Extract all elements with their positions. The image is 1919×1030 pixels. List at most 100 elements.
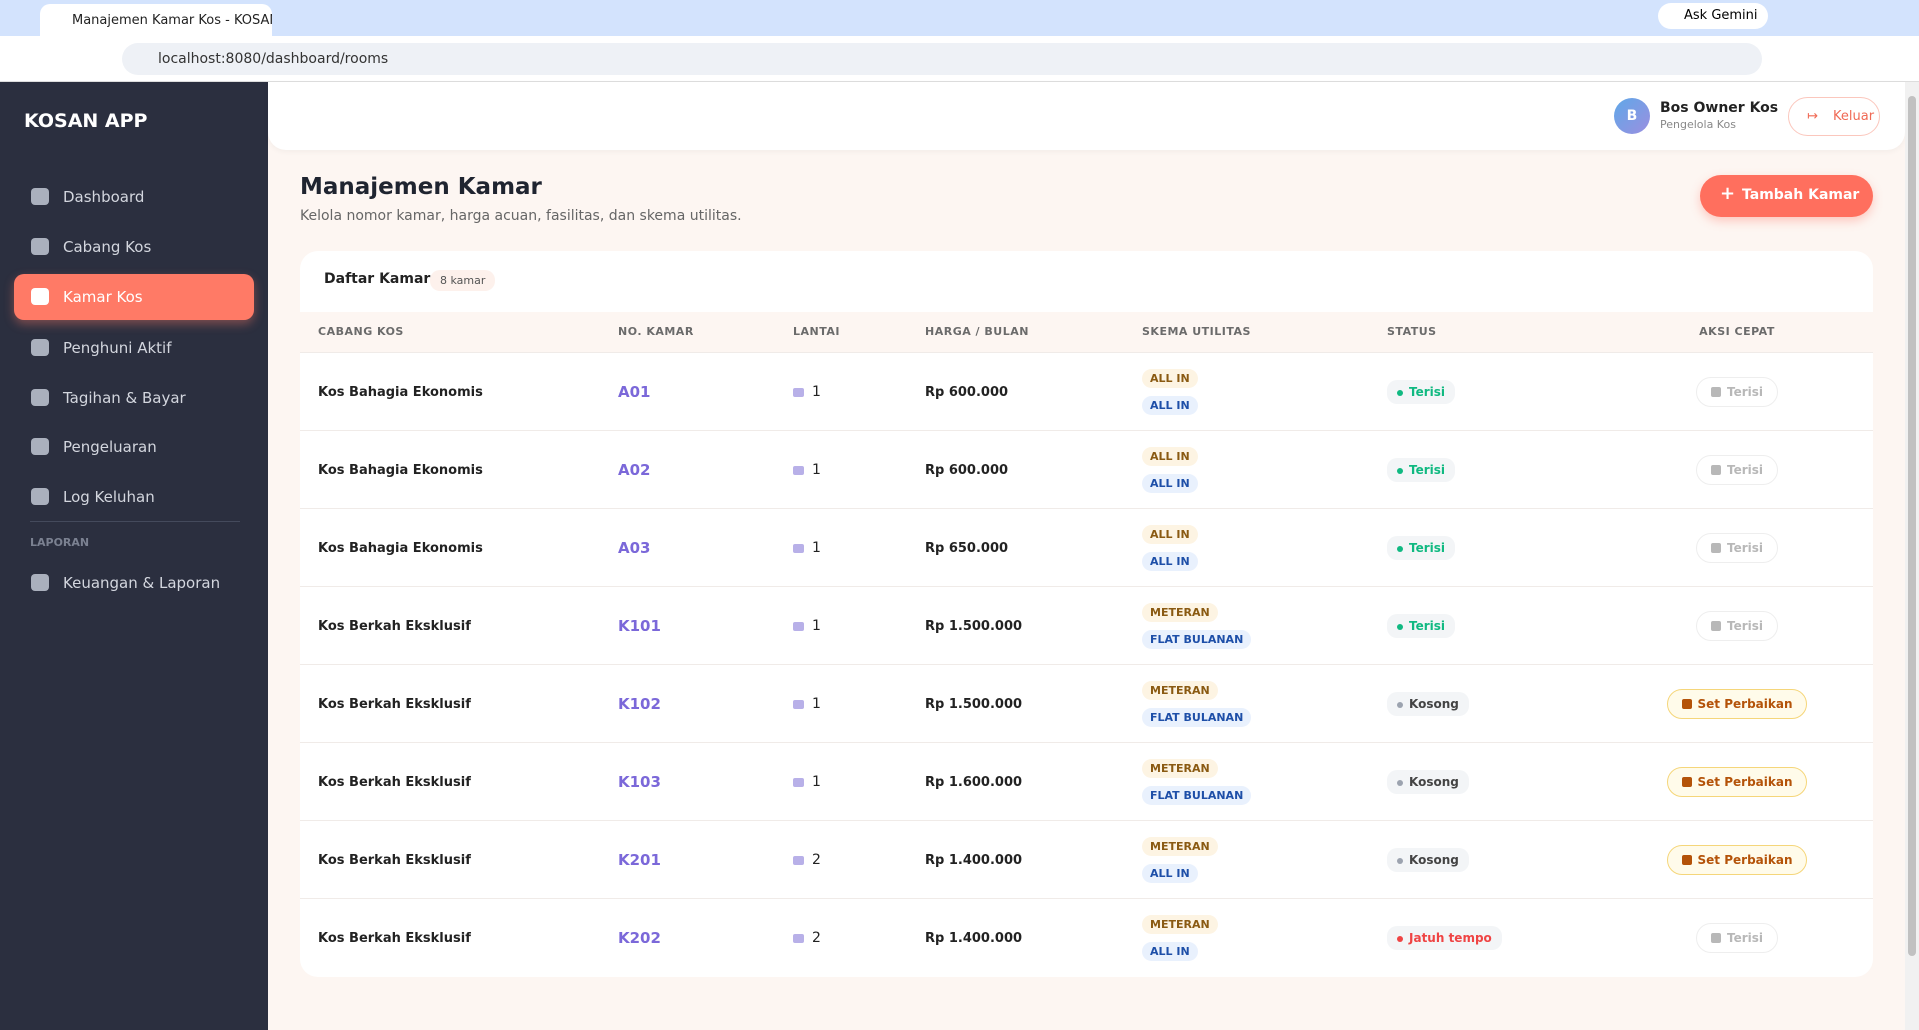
column-header: CABANG KOS <box>318 325 404 338</box>
action-icon <box>1681 777 1692 787</box>
branch-name: Kos Berkah Eksklusif <box>318 618 471 634</box>
cell: 1 <box>793 665 925 743</box>
section-label: LAPORAN <box>30 536 90 549</box>
status-dot <box>1397 623 1403 630</box>
add-room-button[interactable]: + Tambah Kamar <box>1700 175 1873 217</box>
nav-label: Cabang Kos <box>63 238 152 256</box>
cell: Kosong <box>1387 665 1601 743</box>
status-label: Terisi <box>1409 463 1446 477</box>
cell: K101 <box>618 587 793 665</box>
logout-button[interactable]: ↦ Keluar <box>1788 97 1880 136</box>
action-icon <box>1710 933 1721 943</box>
action-button: Terisi <box>1695 377 1779 407</box>
nav-item[interactable]: Kamar Kos <box>14 274 254 320</box>
nav-icon <box>31 339 49 356</box>
action-icon <box>1710 387 1721 397</box>
cell: Kos Berkah Eksklusif <box>318 587 618 665</box>
room-number: A01 <box>618 383 651 401</box>
cell: 2 <box>793 821 925 899</box>
cell: Terisi <box>1387 431 1601 509</box>
electric-scheme: METERAN <box>1142 681 1218 700</box>
cell: 1 <box>793 431 925 509</box>
action-label: Terisi <box>1726 619 1764 633</box>
cell: Terisi <box>1387 353 1601 431</box>
nav-item[interactable]: Cabang Kos <box>14 224 254 270</box>
cell: 1 <box>793 743 925 821</box>
status-badge: Kosong <box>1387 770 1469 794</box>
floor-icon <box>793 387 804 397</box>
status-dot <box>1397 779 1403 786</box>
nav-icon <box>31 238 49 255</box>
room-number: K102 <box>618 695 661 713</box>
action-button: Terisi <box>1695 455 1779 485</box>
branch-name: Kos Berkah Eksklusif <box>318 774 471 790</box>
tab-bar <box>0 0 1919 36</box>
table-row: Kos Bahagia Ekonomis A01 1 Rp 600.000 ALL IN… <box>300 352 1873 430</box>
action-label: Terisi <box>1726 541 1764 555</box>
cell: Kos Berkah Eksklusif <box>318 743 618 821</box>
action-button: Terisi <box>1695 923 1779 953</box>
url[interactable]: localhost:8080/dashboard/rooms <box>122 43 1762 75</box>
action-label: Set Perbaikan <box>1697 853 1793 867</box>
table-row: Kos Berkah Eksklusif K103 1 Rp 1.600.000 MET… <box>300 742 1873 820</box>
nav-label: Kamar Kos <box>63 288 143 306</box>
nav-label: Pengeluaran <box>63 438 157 456</box>
floor: 2 <box>812 930 821 946</box>
cell: Kosong <box>1387 743 1601 821</box>
nav-item[interactable]: Log Keluhan <box>14 474 254 520</box>
nav-icon <box>31 188 49 205</box>
action-label: Set Perbaikan <box>1697 697 1793 711</box>
table-row: Kos Berkah Eksklusif K202 2 Rp 1.400.000 MET… <box>300 898 1873 976</box>
room-number: K201 <box>618 851 661 869</box>
column-header: LANTAI <box>793 325 840 338</box>
status-dot <box>1397 701 1403 708</box>
cell: Kos Berkah Eksklusif <box>318 821 618 899</box>
floor: 1 <box>812 618 821 634</box>
floor-icon <box>793 855 804 865</box>
column-header: STATUS <box>1387 325 1437 338</box>
nav-item[interactable]: Pengeluaran <box>14 424 254 470</box>
floor: 1 <box>812 540 821 556</box>
branch-name: Kos Bahagia Ekonomis <box>318 384 483 400</box>
cell: ALL IN ALL IN <box>1142 353 1387 431</box>
cell: METERAN ALL IN <box>1142 899 1387 977</box>
status-label: Kosong <box>1409 853 1459 867</box>
gemini-button[interactable]: Ask Gemini <box>1658 3 1768 29</box>
nav-item[interactable]: Penghuni Aktif <box>14 325 254 371</box>
action-button[interactable]: Set Perbaikan <box>1666 845 1808 875</box>
table-row: Kos Bahagia Ekonomis A03 1 Rp 650.000 ALL IN… <box>300 508 1873 586</box>
status-dot <box>1397 467 1403 474</box>
column-header: AKSI CEPAT <box>1699 325 1775 338</box>
cell: Jatuh tempo <box>1387 899 1601 977</box>
status-label: Terisi <box>1409 385 1446 399</box>
nav-icon <box>31 389 49 406</box>
status-dot <box>1397 545 1403 552</box>
browser-tab[interactable]: Manajemen Kamar Kos - KOSAN <box>40 4 272 36</box>
nav-item[interactable]: Tagihan & Bayar <box>14 375 254 421</box>
room-number: K103 <box>618 773 661 791</box>
status-badge: Terisi <box>1387 614 1456 638</box>
cell: Kos Berkah Eksklusif <box>318 665 618 743</box>
price: Rp 650.000 <box>925 540 1009 556</box>
room-count: 8 kamar <box>430 270 496 291</box>
price: Rp 1.400.000 <box>925 852 1023 868</box>
action-button[interactable]: Set Perbaikan <box>1666 767 1808 797</box>
cell: Kos Bahagia Ekonomis <box>318 509 618 587</box>
cell: A03 <box>618 509 793 587</box>
nav-label: Penghuni Aktif <box>63 339 172 357</box>
water-scheme: FLAT BULANAN <box>1142 630 1252 649</box>
branch-name: Kos Bahagia Ekonomis <box>318 540 483 556</box>
cell: Terisi <box>1387 509 1601 587</box>
status-badge: Jatuh tempo <box>1387 926 1502 950</box>
nav-item[interactable]: Keuangan & Laporan <box>14 560 254 606</box>
action-icon <box>1710 465 1721 475</box>
user-role: Pengelola Kos <box>1660 118 1736 131</box>
action-button[interactable]: Set Perbaikan <box>1666 689 1808 719</box>
scroll-thumb[interactable] <box>1908 96 1916 956</box>
action-label: Terisi <box>1726 463 1764 477</box>
cell: Rp 1.500.000 <box>925 587 1142 665</box>
nav-item[interactable]: Dashboard <box>14 174 254 220</box>
cell: METERAN FLAT BULANAN <box>1142 665 1387 743</box>
floor-icon <box>793 543 804 553</box>
status-label: Terisi <box>1409 619 1446 633</box>
